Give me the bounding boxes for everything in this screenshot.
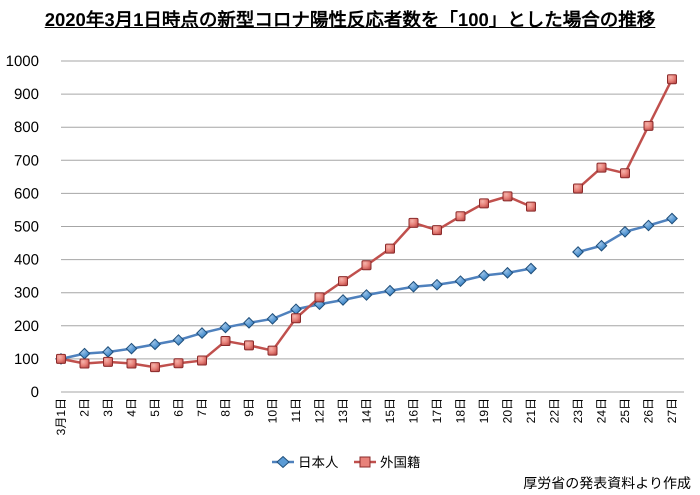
svg-text:8日: 8日 — [219, 398, 233, 417]
svg-text:400: 400 — [14, 252, 39, 269]
svg-text:14日: 14日 — [360, 398, 374, 423]
svg-text:100: 100 — [14, 351, 39, 368]
svg-text:0: 0 — [31, 384, 39, 401]
svg-text:20日: 20日 — [501, 398, 515, 423]
svg-text:19日: 19日 — [477, 398, 491, 423]
svg-text:16日: 16日 — [407, 398, 421, 423]
svg-text:700: 700 — [14, 152, 39, 169]
svg-text:15日: 15日 — [383, 398, 397, 423]
svg-text:800: 800 — [14, 119, 39, 136]
svg-text:5日: 5日 — [148, 398, 162, 417]
svg-text:200: 200 — [14, 318, 39, 335]
svg-text:7日: 7日 — [195, 398, 209, 417]
svg-text:13日: 13日 — [336, 398, 350, 423]
svg-text:12日: 12日 — [313, 398, 327, 423]
svg-text:3日: 3日 — [101, 398, 115, 417]
svg-text:900: 900 — [14, 86, 39, 103]
svg-text:日本人: 日本人 — [298, 455, 339, 470]
svg-text:4日: 4日 — [125, 398, 139, 417]
svg-text:18日: 18日 — [454, 398, 468, 423]
svg-text:外国籍: 外国籍 — [380, 455, 421, 470]
svg-text:27日: 27日 — [665, 398, 679, 423]
svg-text:300: 300 — [14, 285, 39, 302]
svg-text:11日: 11日 — [289, 398, 303, 422]
svg-text:600: 600 — [14, 185, 39, 202]
svg-text:22日: 22日 — [548, 398, 562, 423]
svg-text:23日: 23日 — [571, 398, 585, 423]
svg-text:6日: 6日 — [172, 398, 186, 417]
svg-text:9日: 9日 — [242, 398, 256, 417]
svg-text:21日: 21日 — [524, 398, 538, 423]
svg-text:1000: 1000 — [6, 53, 39, 70]
svg-text:500: 500 — [14, 219, 39, 236]
svg-text:3月1日: 3月1日 — [54, 398, 68, 435]
svg-text:10日: 10日 — [266, 398, 280, 423]
svg-text:24日: 24日 — [595, 398, 609, 423]
svg-text:17日: 17日 — [430, 398, 444, 423]
svg-text:25日: 25日 — [618, 398, 632, 423]
svg-text:26日: 26日 — [642, 398, 656, 423]
svg-text:2日: 2日 — [78, 398, 92, 417]
